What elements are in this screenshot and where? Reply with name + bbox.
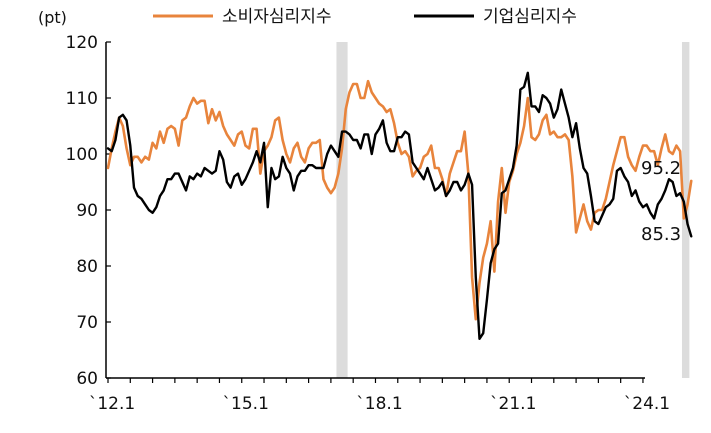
y-tick-label: 70 bbox=[76, 313, 98, 333]
legend-consumer-label: 소비자심리지수 bbox=[222, 7, 331, 27]
consumer-end-label: 95.2 bbox=[641, 158, 681, 179]
y-tick-label: 60 bbox=[76, 369, 98, 389]
x-tick-label: `15.1 bbox=[223, 394, 269, 414]
business-sentiment-line bbox=[106, 71, 693, 340]
x-tick-label: `24.1 bbox=[624, 394, 670, 414]
recession-shading bbox=[336, 42, 690, 378]
business-end-label: 85.3 bbox=[641, 224, 681, 245]
y-tick-label: 80 bbox=[76, 257, 98, 277]
y-axis-ticks: 120 110 100 90 80 70 60 bbox=[66, 33, 111, 389]
legend: 소비자심리지수 기업심리지수 bbox=[153, 7, 577, 27]
x-tick-label: `18.1 bbox=[356, 394, 402, 414]
axes bbox=[105, 42, 645, 379]
y-tick-label: 110 bbox=[66, 89, 98, 109]
y-axis-unit-label: (pt) bbox=[38, 8, 67, 27]
x-tick-label: `21.1 bbox=[490, 394, 536, 414]
x-axis-ticks: `12.1 `15.1 `18.1 `21.1 `24.1 bbox=[89, 378, 670, 414]
y-tick-label: 120 bbox=[66, 33, 98, 53]
consumer-sentiment-line bbox=[106, 79, 693, 321]
x-tick-label: `12.1 bbox=[89, 394, 135, 414]
y-tick-label: 90 bbox=[76, 201, 98, 221]
shaded-period-0 bbox=[336, 42, 348, 378]
series-lines bbox=[106, 71, 693, 340]
y-tick-label: 100 bbox=[66, 145, 98, 165]
legend-business-label: 기업심리지수 bbox=[483, 7, 577, 27]
